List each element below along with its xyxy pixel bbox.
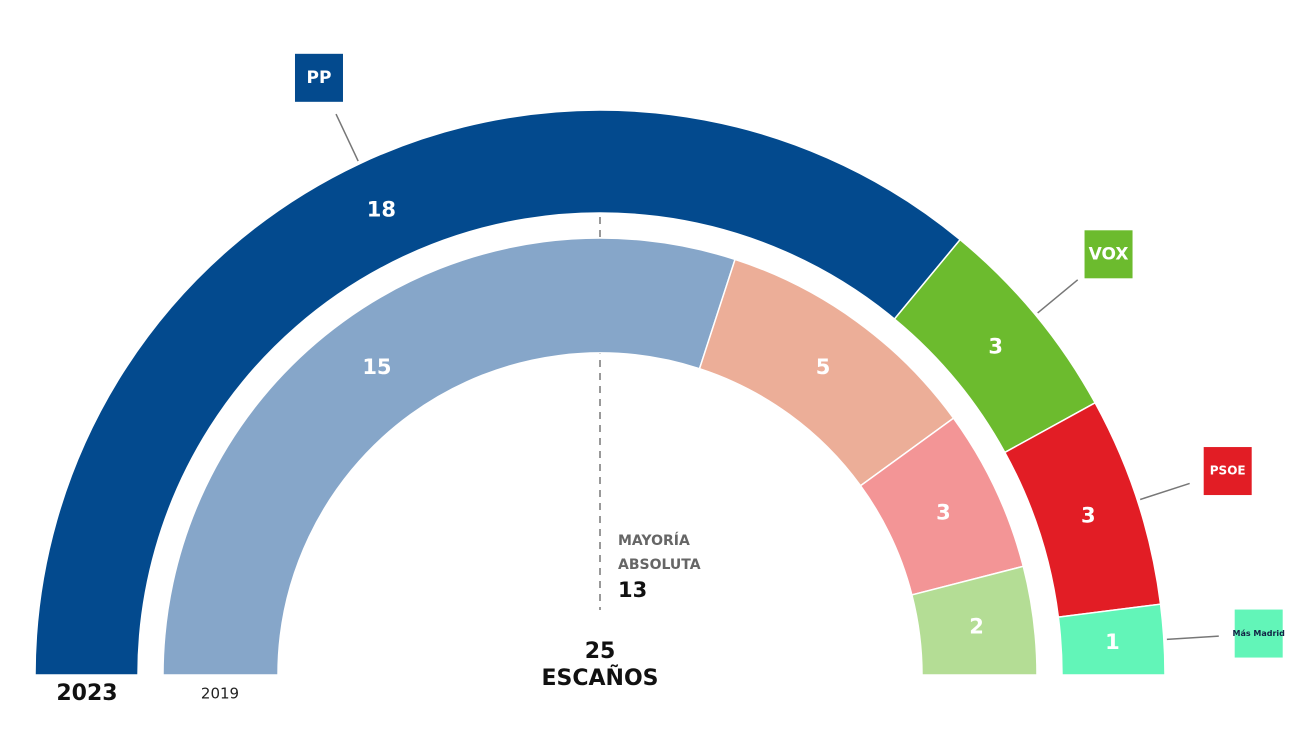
party-logo bbox=[1203, 447, 1252, 496]
segment-label: 18 bbox=[367, 197, 396, 221]
total-label: ESCAÑOS bbox=[541, 665, 658, 691]
majority-value: 13 bbox=[618, 578, 647, 602]
seat-segment bbox=[910, 565, 1038, 676]
leader-line bbox=[335, 113, 359, 162]
party-logo bbox=[1234, 609, 1283, 658]
leader-line bbox=[1037, 279, 1079, 314]
leader-line bbox=[1166, 635, 1219, 641]
ring-year: 2019 bbox=[201, 685, 239, 703]
party-label: PP bbox=[307, 68, 332, 88]
segment-label: 3 bbox=[1081, 503, 1096, 527]
majority-label: MAYORÍA bbox=[618, 532, 690, 549]
segment-label: 3 bbox=[936, 500, 951, 524]
total-value: 25 bbox=[585, 639, 616, 664]
seat-segment bbox=[34, 109, 962, 676]
party-logo bbox=[294, 53, 343, 102]
segment-label: 1 bbox=[1105, 630, 1120, 654]
segment-label: 5 bbox=[816, 355, 831, 379]
party-label: Más Madrid bbox=[1232, 629, 1285, 638]
ring-year: 2023 bbox=[56, 681, 117, 706]
leader-line bbox=[1139, 482, 1190, 501]
segment-label: 2 bbox=[969, 614, 984, 638]
segment-label: 3 bbox=[988, 335, 1003, 359]
party-label: VOX bbox=[1089, 244, 1129, 264]
seat-segment bbox=[162, 237, 736, 676]
party-label: PSOE bbox=[1210, 464, 1246, 478]
seat-segment bbox=[1057, 603, 1166, 676]
segment-label: 15 bbox=[362, 355, 391, 379]
majority-label: ABSOLUTA bbox=[618, 557, 701, 573]
party-logo bbox=[1084, 230, 1133, 279]
